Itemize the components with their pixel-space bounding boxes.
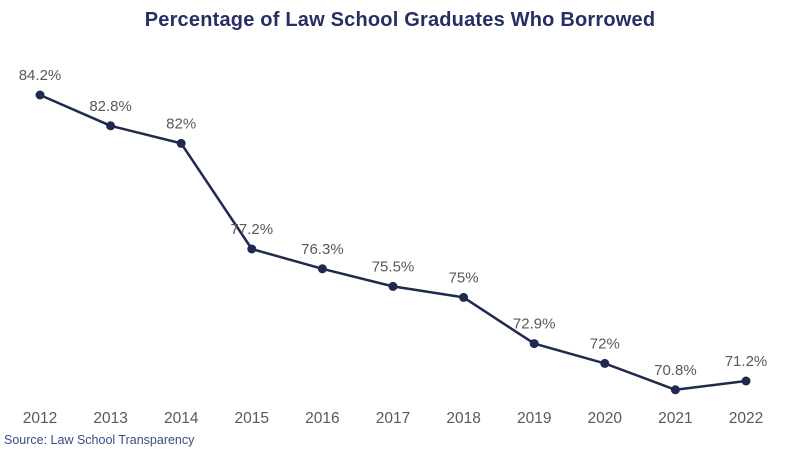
x-tick-label: 2020 (588, 410, 623, 427)
data-point (459, 292, 469, 302)
x-tick-label: 2013 (93, 410, 127, 427)
data-point-label: 77.2% (231, 221, 274, 238)
data-point-label: 72.9% (513, 316, 556, 333)
data-point (176, 138, 186, 148)
data-point (670, 385, 680, 395)
chart-title: Percentage of Law School Graduates Who B… (144, 9, 656, 31)
x-tick-label: 2017 (376, 410, 410, 427)
series-line (38, 93, 748, 392)
data-points (35, 90, 751, 395)
source-note: Source: Law School Transparency (4, 433, 195, 447)
data-point (247, 244, 257, 254)
x-tick-label: 2021 (658, 410, 692, 427)
data-point (600, 358, 610, 368)
x-tick-label: 2018 (446, 410, 480, 427)
data-point-label: 82.8% (89, 98, 132, 115)
x-tick-label: 2022 (729, 410, 763, 427)
x-tick-label: 2019 (517, 410, 551, 427)
data-point-label: 71.2% (725, 353, 768, 370)
x-tick-label: 2015 (235, 410, 269, 427)
data-point-label: 82% (166, 115, 196, 132)
x-tick-label: 2016 (305, 410, 339, 427)
x-tick-label: 2014 (164, 410, 199, 427)
data-point-label: 76.3% (301, 241, 344, 258)
data-point-label: 72% (590, 335, 620, 352)
data-point (317, 264, 327, 274)
data-point-label: 84.2% (19, 67, 62, 84)
data-point-label: 70.8% (654, 362, 697, 379)
data-point (741, 376, 751, 386)
data-point (106, 121, 116, 131)
data-point (388, 281, 398, 291)
line-series (38, 93, 748, 392)
data-labels: 84.2% 82.8% 82% 77.2% 76.3% 75.5% 75% 72.9% 72% 7… (19, 67, 768, 379)
x-tick-label: 2012 (23, 410, 57, 427)
data-point (35, 90, 45, 100)
x-axis-labels: 2012 2013 2014 2015 2016 2017 2018 2019 2020 2021… (23, 410, 763, 427)
data-point-label: 75% (449, 269, 479, 286)
data-point-label: 75.5% (372, 258, 415, 275)
data-point (529, 339, 539, 349)
